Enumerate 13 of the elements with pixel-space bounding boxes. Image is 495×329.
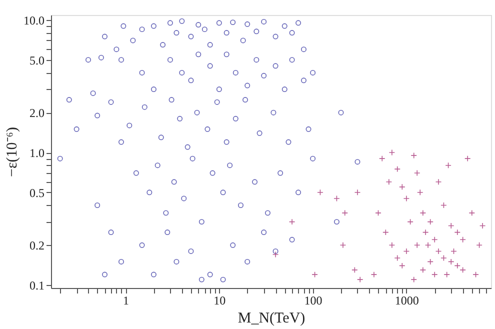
y-tick-label: 1.0 <box>30 146 44 160</box>
y-axis-title: −ε(10⁻⁶) <box>4 127 20 177</box>
y-tick-label: 10.0 <box>24 13 44 28</box>
y-tick-label: 0.2 <box>30 238 44 253</box>
x-tick-label: 10 <box>214 294 226 308</box>
y-tick-label: 0.5 <box>30 186 44 200</box>
x-tick-label: 1000 <box>394 294 419 308</box>
x-tick-label: 1 <box>123 294 130 308</box>
y-tick-label: 0.1 <box>30 278 44 293</box>
y-tick-label: 5.0 <box>30 53 44 68</box>
x-axis-title: M_N(TeV) <box>238 310 306 326</box>
y-tick-label: 2.0 <box>30 106 44 120</box>
x-tick-label: 100 <box>304 294 322 308</box>
